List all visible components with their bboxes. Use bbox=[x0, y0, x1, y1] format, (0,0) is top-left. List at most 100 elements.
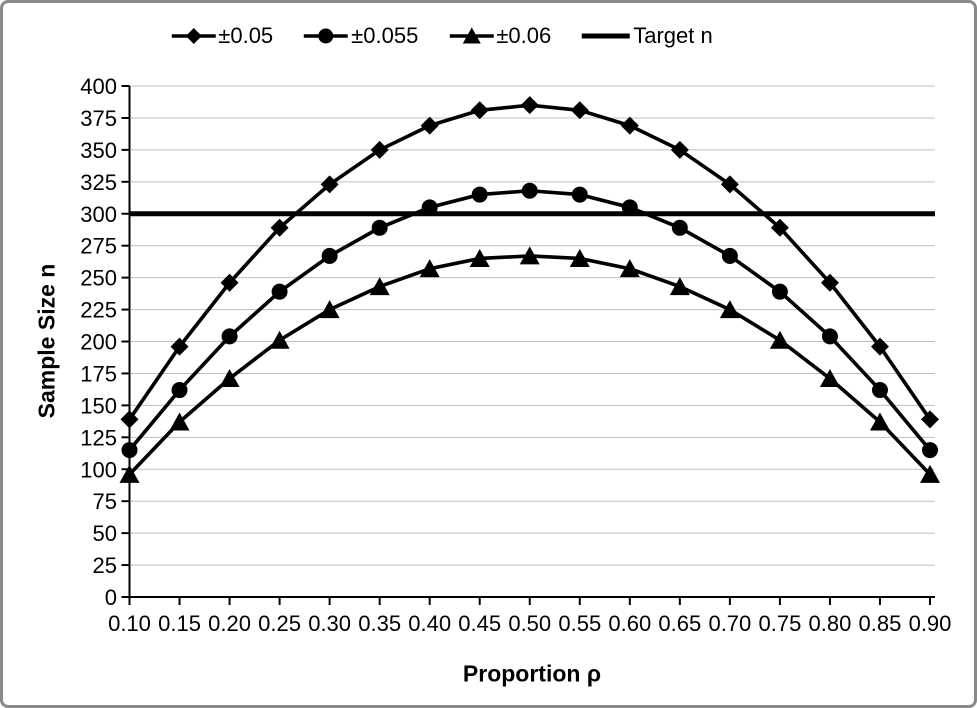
y-tick-label: 200 bbox=[80, 330, 117, 355]
x-tick-label: 0.10 bbox=[108, 611, 151, 636]
marker-circle bbox=[371, 219, 388, 236]
legend-label: ±0.055 bbox=[351, 23, 419, 48]
plot-area: 0 25 50 75 100 125 150 175 200 225 250 275 300 325 350… bbox=[80, 74, 952, 636]
y-tick-label: 275 bbox=[80, 234, 117, 259]
x-tick-label: 0.65 bbox=[658, 611, 701, 636]
y-tick-label: 100 bbox=[80, 457, 117, 482]
y-tick-label: 150 bbox=[80, 393, 117, 418]
marker-circle bbox=[821, 328, 838, 345]
x-tick-label: 0.85 bbox=[859, 611, 902, 636]
marker-circle bbox=[321, 247, 338, 264]
marker-triangle bbox=[369, 277, 390, 296]
marker-circle bbox=[271, 283, 288, 300]
x-tick-label: 0.15 bbox=[158, 611, 201, 636]
series-line-circle bbox=[128, 188, 932, 452]
marker-circle bbox=[521, 182, 538, 199]
y-axis-title: Sample Size n bbox=[33, 263, 60, 419]
marker-diamond bbox=[770, 218, 789, 237]
marker-circle bbox=[471, 186, 488, 203]
y-tick-label: 225 bbox=[80, 298, 117, 323]
x-tick-label: 0.40 bbox=[408, 611, 451, 636]
y-tick-label: 375 bbox=[80, 106, 117, 131]
x-tick-label: 0.50 bbox=[508, 611, 551, 636]
marker-triangle bbox=[769, 330, 790, 349]
marker-diamond bbox=[570, 101, 589, 120]
x-tick-label: 0.70 bbox=[708, 611, 751, 636]
marker-circle bbox=[721, 247, 738, 264]
marker-circle bbox=[771, 283, 788, 300]
marker-diamond bbox=[620, 116, 639, 135]
y-tick-label: 350 bbox=[80, 138, 117, 163]
marker-circle bbox=[221, 328, 238, 345]
marker-triangle bbox=[719, 300, 740, 319]
y-tick-label: 75 bbox=[93, 489, 117, 514]
marker-triangle bbox=[269, 330, 290, 349]
legend-label: Target n bbox=[633, 23, 713, 48]
x-tick-label: 0.90 bbox=[909, 611, 952, 636]
marker-triangle bbox=[419, 259, 440, 278]
y-tick-label: 0 bbox=[105, 585, 117, 610]
y-tick-label: 400 bbox=[80, 74, 117, 99]
x-tick-label: 0.60 bbox=[608, 611, 651, 636]
marker-diamond bbox=[820, 273, 839, 292]
marker-triangle bbox=[219, 369, 240, 388]
circle-marker-icon bbox=[304, 28, 349, 44]
y-tick-label: 125 bbox=[80, 425, 117, 450]
marker-circle bbox=[171, 382, 188, 399]
marker-diamond bbox=[170, 337, 189, 356]
marker-diamond bbox=[370, 140, 389, 159]
legend-item-pm006: ±0.06 bbox=[448, 23, 551, 49]
marker-diamond bbox=[720, 175, 739, 194]
legend-item-pm005: ±0.05 bbox=[170, 23, 273, 49]
x-tick-label: 0.20 bbox=[208, 611, 251, 636]
marker-diamond bbox=[870, 337, 889, 356]
y-tick-label: 250 bbox=[80, 266, 117, 291]
marker-triangle bbox=[519, 246, 540, 265]
marker-circle bbox=[621, 199, 638, 216]
marker-diamond bbox=[320, 175, 339, 194]
marker-circle bbox=[922, 442, 938, 459]
y-tick-label: 50 bbox=[93, 521, 117, 546]
marker-diamond bbox=[670, 140, 689, 159]
marker-diamond bbox=[520, 96, 539, 115]
legend-item-target: Target n bbox=[581, 23, 713, 49]
y-tick-label: 175 bbox=[80, 361, 117, 386]
marker-triangle bbox=[869, 412, 890, 431]
x-tick-label: 0.25 bbox=[258, 611, 301, 636]
marker-circle bbox=[871, 382, 888, 399]
marker-diamond bbox=[470, 101, 489, 120]
legend-item-pm0055: ±0.055 bbox=[303, 23, 418, 49]
marker-triangle bbox=[569, 248, 590, 267]
triangle-marker-icon bbox=[449, 27, 494, 44]
marker-triangle bbox=[669, 277, 690, 296]
marker-triangle bbox=[169, 412, 190, 431]
y-tick-label: 25 bbox=[93, 553, 117, 578]
y-tick-label: 325 bbox=[80, 170, 117, 195]
marker-circle bbox=[671, 219, 688, 236]
x-tick-label: 0.35 bbox=[358, 611, 401, 636]
chart-legend: ±0.05 ±0.055 ±0.06 Target n bbox=[170, 23, 713, 49]
diamond-marker-icon bbox=[171, 28, 216, 44]
legend-label: ±0.06 bbox=[496, 23, 552, 48]
marker-triangle bbox=[319, 300, 340, 319]
x-tick-label: 0.80 bbox=[809, 611, 852, 636]
marker-triangle bbox=[469, 248, 490, 267]
x-tick-label: 0.75 bbox=[758, 611, 801, 636]
marker-diamond bbox=[220, 273, 239, 292]
series-line-triangle bbox=[128, 254, 932, 476]
marker-triangle bbox=[920, 464, 940, 483]
marker-diamond bbox=[270, 218, 289, 237]
x-tick-label: 0.55 bbox=[558, 611, 601, 636]
marker-triangle bbox=[619, 259, 640, 278]
legend-label: ±0.05 bbox=[218, 23, 274, 48]
marker-triangle bbox=[819, 369, 840, 388]
thick-line-icon bbox=[582, 33, 631, 39]
marker-circle bbox=[571, 186, 588, 203]
marker-diamond bbox=[921, 410, 939, 429]
y-tick-label: 300 bbox=[80, 202, 117, 227]
x-axis-title: Proportion ρ bbox=[462, 660, 602, 687]
x-tick-label: 0.45 bbox=[458, 611, 501, 636]
marker-circle bbox=[421, 199, 438, 216]
x-tick-label: 0.30 bbox=[308, 611, 351, 636]
